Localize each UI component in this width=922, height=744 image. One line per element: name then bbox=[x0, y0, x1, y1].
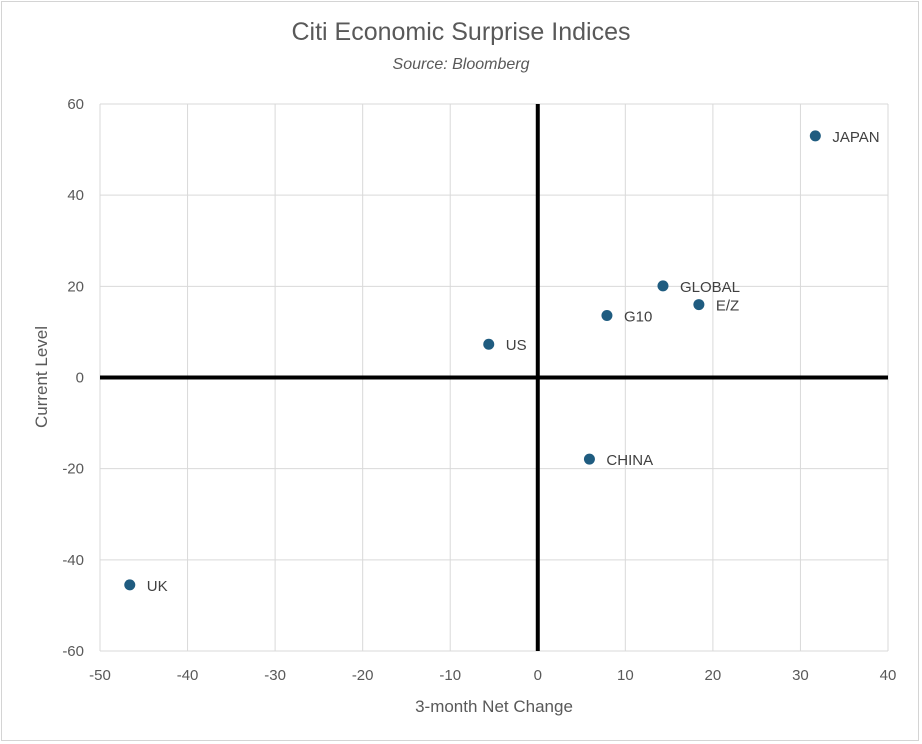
data-point bbox=[483, 338, 495, 350]
point-label: GLOBAL bbox=[680, 279, 740, 296]
x-tick-label: -30 bbox=[264, 667, 286, 684]
x-tick-label: 20 bbox=[705, 667, 722, 684]
chart-title: Citi Economic Surprise Indices bbox=[291, 18, 631, 46]
x-tick-label: -10 bbox=[439, 667, 461, 684]
point-label: US bbox=[506, 337, 527, 354]
point-label: E/Z bbox=[716, 298, 739, 315]
y-axis-title: Current Level bbox=[32, 326, 51, 428]
point-label: JAPAN bbox=[832, 129, 879, 146]
y-tick-label: -40 bbox=[62, 552, 84, 569]
data-point bbox=[124, 579, 136, 591]
point-label: G10 bbox=[624, 309, 652, 326]
data-point bbox=[583, 453, 595, 465]
point-label: UK bbox=[147, 578, 168, 595]
data-point bbox=[601, 310, 613, 322]
y-tick-label: 20 bbox=[67, 278, 84, 295]
zero-axes bbox=[100, 104, 888, 651]
y-tick-label: 60 bbox=[67, 96, 84, 113]
data-point bbox=[809, 130, 821, 142]
data-point bbox=[693, 299, 705, 311]
x-tick-label: -20 bbox=[352, 667, 374, 684]
x-tick-label: 10 bbox=[617, 667, 634, 684]
point-label: CHINA bbox=[606, 452, 653, 469]
x-tick-label: 0 bbox=[534, 667, 542, 684]
y-tick-label: -20 bbox=[62, 461, 84, 478]
x-tick-label: -40 bbox=[177, 667, 199, 684]
chart-subtitle: Source: Bloomberg bbox=[392, 56, 530, 73]
y-tick-label: -60 bbox=[62, 643, 84, 660]
tick-labels: -50 -40 -30 -20 -10 0 10 20 30 40 -60 -40 -20 0 20 40 60 bbox=[62, 96, 896, 684]
x-axis-title: 3-month Net Change bbox=[415, 697, 573, 716]
y-tick-label: 0 bbox=[76, 370, 84, 387]
x-tick-label: 40 bbox=[880, 667, 897, 684]
x-tick-label: 30 bbox=[792, 667, 809, 684]
data-point bbox=[657, 280, 669, 292]
data-points: JAPAN GLOBAL E/Z G10 US CHINA UK bbox=[124, 129, 880, 595]
y-tick-label: 40 bbox=[67, 187, 84, 204]
x-tick-label: -50 bbox=[89, 667, 111, 684]
